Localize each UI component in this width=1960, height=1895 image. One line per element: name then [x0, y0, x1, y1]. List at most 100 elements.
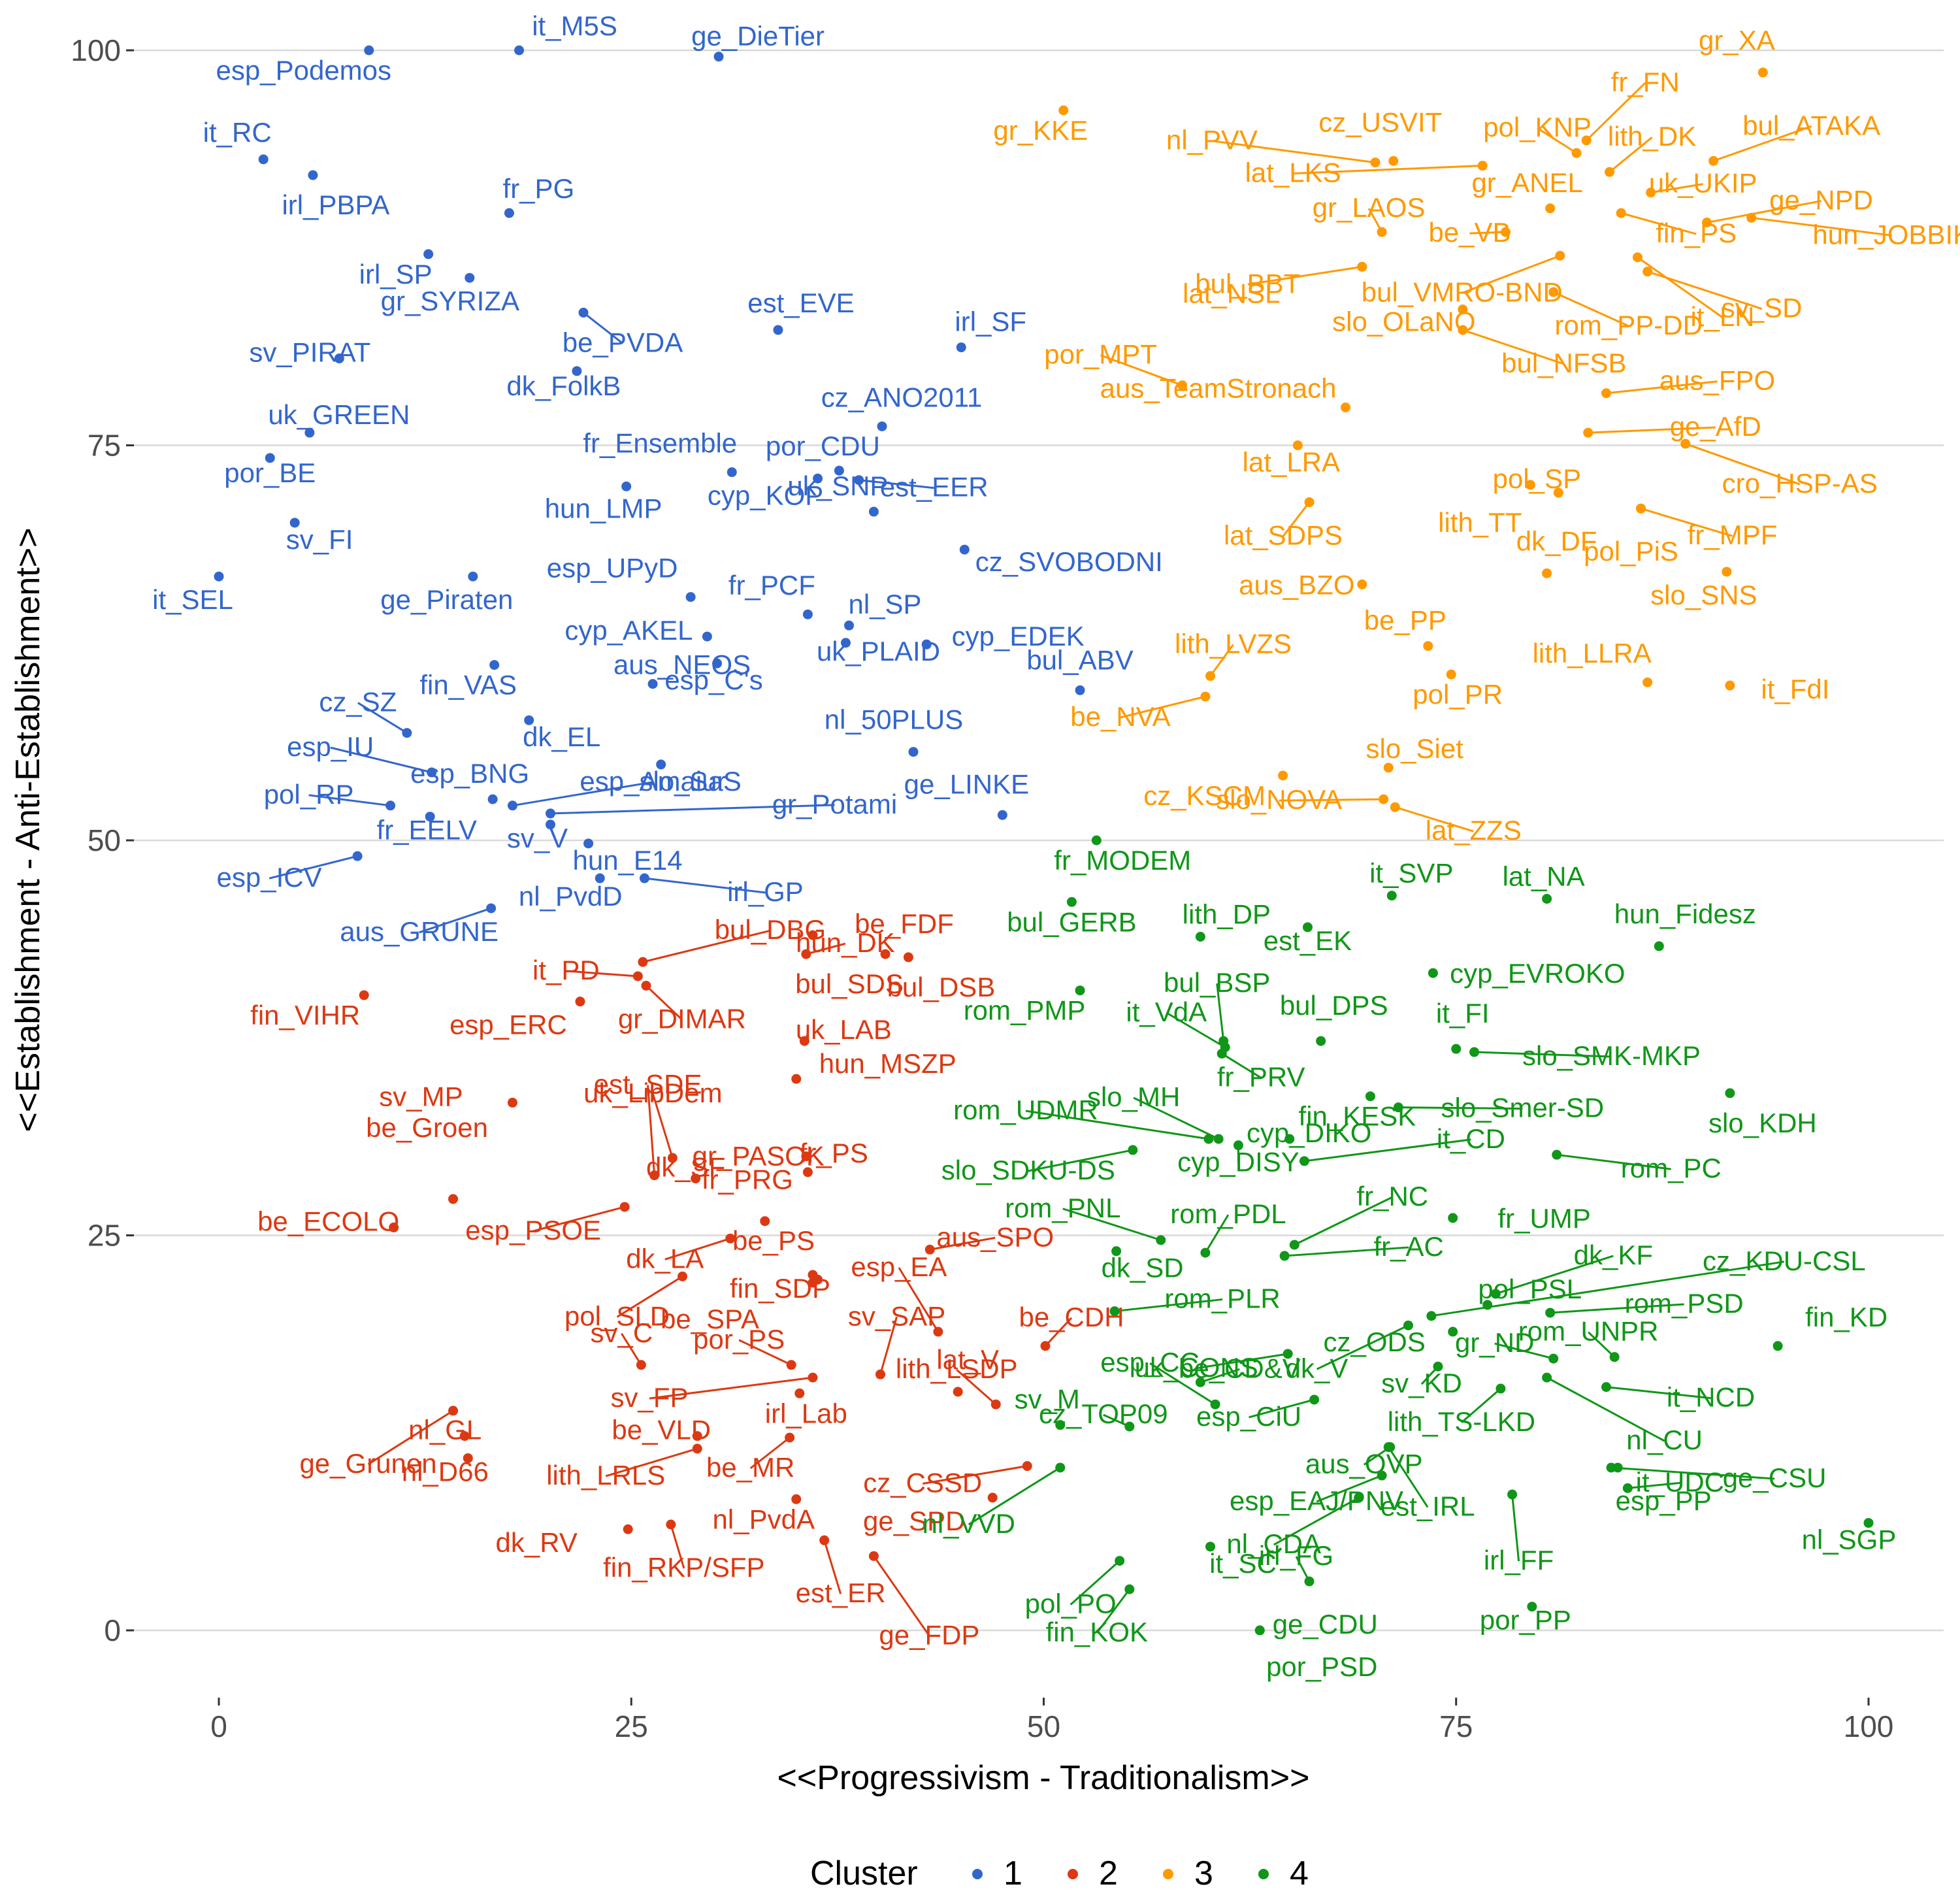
point-label: fr_Ensemble [583, 428, 737, 459]
data-point [487, 794, 498, 804]
point-label: lat_V [936, 1344, 999, 1375]
point-label: fr_PRV [1217, 1061, 1305, 1092]
data-point [692, 1431, 702, 1442]
point-label: fr_PRG [702, 1164, 793, 1195]
data-point [1390, 802, 1400, 812]
label-leader-line [1166, 1012, 1226, 1049]
label-leader-line [1650, 183, 1703, 194]
data-point [1863, 1518, 1874, 1528]
point-label: lat_LKS [1245, 157, 1341, 188]
label-leader-line [357, 702, 408, 734]
data-point [1365, 1091, 1375, 1102]
point-label: est_SDE [594, 1069, 702, 1100]
point-label: slo_SaS [639, 766, 741, 797]
data-point [514, 45, 525, 56]
data-point [1636, 503, 1646, 514]
data-point [258, 154, 269, 165]
data-point [1111, 1246, 1122, 1257]
point-label: slo_Smer-SD [1441, 1093, 1605, 1123]
data-point [389, 1222, 399, 1232]
data-point [702, 631, 712, 642]
point-label: nl_CDA [1226, 1528, 1321, 1559]
point-label: lith_LLRA [1533, 638, 1652, 668]
data-point [1292, 440, 1303, 450]
point-label: nl_50PLUS [825, 704, 963, 735]
label-leader-line [1394, 806, 1474, 832]
data-point [1555, 250, 1565, 261]
label-leader-line [923, 1465, 1028, 1485]
point-label: nl_SP [849, 589, 922, 619]
point-label: dk_FolkB [506, 371, 621, 401]
data-point [1058, 105, 1069, 116]
point-label: be_VB [1428, 217, 1511, 248]
point-label: bul_DSB [887, 972, 996, 1002]
label-leader-line [512, 781, 653, 807]
label-leader-line [1204, 1214, 1230, 1253]
point-label: it_M5S [532, 10, 617, 41]
data-point [834, 465, 844, 476]
data-point [1200, 1247, 1211, 1258]
data-point [465, 272, 475, 283]
point-label: cyp_KOP [708, 480, 823, 510]
data-point [794, 1388, 805, 1398]
point-label: dk_SF [646, 1151, 725, 1182]
point-label: it_LN [1690, 301, 1754, 332]
point-label: irl_FF [1484, 1545, 1554, 1575]
label-leader-line [647, 1085, 656, 1176]
point-label: be_NVA [1070, 701, 1170, 732]
point-label: be_PVDA [563, 327, 683, 357]
label-leader-line [1511, 1494, 1520, 1562]
data-point [507, 1097, 517, 1108]
label-leader-line [1495, 1255, 1614, 1295]
point-label: dk_DF [1516, 525, 1597, 556]
point-label: slo_OLaNO [1332, 306, 1475, 337]
point-label: sv_FI [286, 524, 353, 555]
data-point [990, 1399, 1001, 1409]
data-point [1542, 568, 1552, 578]
data-point [623, 1524, 633, 1534]
point-label: cz_ODS [1324, 1326, 1426, 1357]
label-leader-line [1469, 231, 1506, 235]
label-leader-line [1279, 798, 1384, 802]
point-label: uk_UKIP [1649, 168, 1757, 199]
point-label: rom_PLR [1164, 1283, 1280, 1314]
point-label: bul_BSP [1164, 967, 1270, 998]
point-label: dk_RV [496, 1527, 578, 1558]
point-label: esp_BNG [410, 758, 529, 789]
label-leader-line [664, 1237, 731, 1261]
point-label: gr_PASOK [693, 1141, 825, 1172]
data-point [1428, 968, 1438, 978]
point-label: fr_MODEM [1054, 845, 1191, 876]
data-point [791, 1074, 802, 1084]
label-leader-line [823, 1540, 842, 1594]
data-point [1548, 1353, 1559, 1364]
point-label: cyp_EDEK [952, 621, 1085, 651]
data-point [468, 571, 478, 582]
label-leader-line [1620, 212, 1697, 235]
label-leader-line [1462, 329, 1565, 365]
data-point [463, 1453, 473, 1463]
data-point [334, 354, 344, 364]
label-leader-line [1387, 1446, 1429, 1508]
data-point [304, 427, 315, 438]
data-point [1279, 1251, 1290, 1261]
point-label: gr_ND [1455, 1327, 1534, 1358]
data-point [575, 997, 585, 1007]
y-tick-label: 0 [104, 1613, 121, 1647]
legend: Cluster 1 2 3 4 [810, 1854, 1309, 1892]
data-point [1354, 1492, 1364, 1503]
label-leader-line [550, 804, 835, 815]
point-label: lith_DK [1608, 121, 1696, 152]
point-label: it_SEL [152, 584, 233, 615]
point-label: hun_E14 [573, 845, 683, 876]
point-label: ge_DieTier [691, 21, 825, 52]
label-leader-line [806, 942, 846, 955]
label-leader-line [645, 985, 683, 1021]
label-leader-line [1070, 1560, 1120, 1606]
label-leader-line [1398, 1106, 1523, 1110]
point-label: irl_SP [359, 259, 433, 289]
data-point [1115, 1556, 1125, 1566]
label-leader-line [1556, 1153, 1671, 1170]
label-leader-line [1627, 1481, 1680, 1489]
data-point [1725, 1088, 1735, 1098]
